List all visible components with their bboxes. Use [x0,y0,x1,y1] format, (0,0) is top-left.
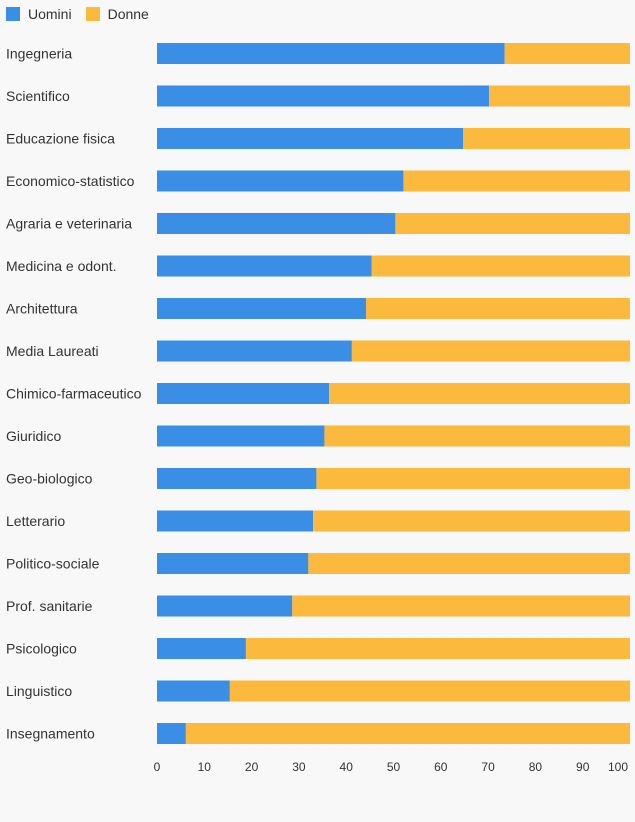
category-label: Politico-sociale [6,556,100,572]
bar-donne[interactable] [308,553,630,574]
bar-donne[interactable] [316,468,630,489]
bar-donne[interactable] [489,85,630,107]
bar-donne[interactable] [463,128,630,149]
x-tick-label: 30 [292,760,306,774]
category-label: Media Laureati [6,343,99,359]
bar-uomini[interactable] [157,383,330,404]
bar-donne[interactable] [395,213,630,234]
legend-swatch-uomini [6,7,20,21]
bar-donne[interactable] [324,425,630,447]
bar-uomini[interactable] [157,128,464,149]
bar-uomini[interactable] [157,425,325,447]
legend: Uomini Donne [6,4,149,24]
category-label: Prof. sanitarie [6,598,93,614]
bar-uomini[interactable] [157,510,314,532]
category-label: Medicina e odont. [6,258,117,274]
bar-donne[interactable] [403,170,630,192]
category-label: Agraria e veterinaria [6,216,132,232]
bar-donne[interactable] [313,510,630,532]
x-tick-label: 70 [481,760,495,774]
bar-uomini[interactable] [157,595,293,617]
bar-uomini[interactable] [157,638,246,659]
x-tick-label: 100 [608,760,628,774]
bar-donne[interactable] [351,340,630,362]
bar-uomini[interactable] [157,255,372,277]
legend-label-uomini: Uomini [28,6,72,22]
bar-uomini[interactable] [157,213,396,234]
bar-donne[interactable] [504,43,630,64]
bar-donne[interactable] [185,723,630,744]
x-tick-label: 60 [434,760,448,774]
bar-donne[interactable] [292,595,630,617]
bar-donne[interactable] [371,255,630,277]
bar-uomini[interactable] [157,340,352,362]
bar-donne[interactable] [329,383,630,404]
bar-uomini[interactable] [157,85,490,107]
bar-uomini[interactable] [157,298,367,319]
category-label: Scientifico [6,88,70,104]
category-label: Geo-biologico [6,471,93,487]
bar-donne[interactable] [229,680,631,702]
category-label: Giuridico [6,428,61,444]
legend-item-donne[interactable]: Donne [85,6,149,22]
x-tick-label: 40 [340,760,354,774]
category-label: Linguistico [6,683,72,699]
bar-donne[interactable] [366,298,630,319]
legend-item-uomini[interactable]: Uomini [6,6,72,22]
x-tick-label: 0 [154,760,161,774]
legend-label-donne: Donne [107,6,149,22]
category-label: Psicologico [6,641,77,657]
bar-uomini[interactable] [157,723,186,744]
x-tick-label: 10 [198,760,212,774]
category-label: Insegnamento [6,726,95,742]
bar-uomini[interactable] [157,553,309,574]
bar-donne[interactable] [245,638,630,659]
bar-uomini[interactable] [157,170,404,192]
category-label: Ingegneria [6,46,72,62]
category-label: Economico-statistico [6,173,135,189]
legend-swatch-donne [85,7,100,21]
bar-uomini[interactable] [157,680,230,702]
category-label: Educazione fisica [6,131,115,147]
category-label: Chimico-farmaceutico [6,386,142,402]
x-tick-label: 20 [245,760,259,774]
x-tick-label: 50 [387,760,401,774]
category-label: Architettura [6,301,78,317]
bar-uomini[interactable] [157,468,317,489]
bar-uomini[interactable] [157,43,505,64]
x-tick-label: 90 [576,760,590,774]
category-label: Letterario [6,513,65,529]
x-tick-label: 80 [529,760,543,774]
